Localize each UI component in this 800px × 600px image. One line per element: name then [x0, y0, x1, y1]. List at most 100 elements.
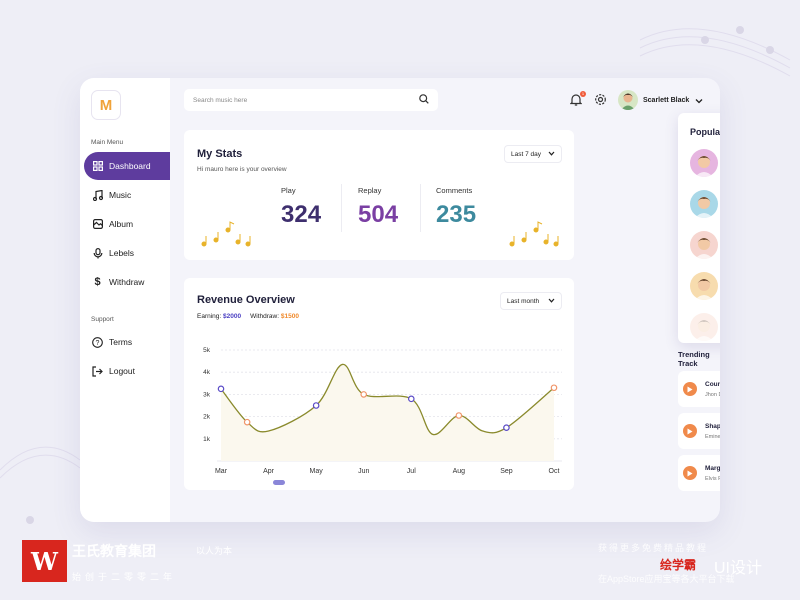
watermark-big: UI设计 — [714, 560, 763, 577]
play-icon[interactable] — [683, 466, 697, 480]
withdraw-value: $1500 — [280, 313, 299, 320]
notification-bell-icon[interactable]: 1 — [569, 91, 586, 107]
x-tick-label: Apr — [263, 468, 275, 475]
artist-item[interactable]: Ronald CooperRock — [690, 187, 720, 221]
data-point — [550, 384, 558, 392]
track-artist: Jhon Denver — [705, 391, 720, 398]
search-input[interactable]: Search music here — [193, 96, 248, 104]
user-avatar[interactable] — [618, 90, 638, 110]
chevron-down-icon — [548, 151, 555, 158]
sidebar-item-lebels[interactable]: Lebels — [84, 239, 170, 267]
microphone-icon — [92, 247, 103, 259]
revenue-line-chart: 1k 2k 3k 4k 5k Mar Apr May Jun Jul Aug Sep Oct — [203, 347, 562, 475]
revenue-overview-card: Revenue Overview Earning: $2000 Withdraw… — [184, 278, 574, 490]
track-name: Margarita — [705, 464, 720, 472]
search-bar[interactable]: Search music here — [184, 89, 438, 111]
artist-item[interactable]: Bessie RussellPop — [690, 269, 720, 303]
logout-icon — [92, 365, 103, 377]
data-point — [360, 391, 368, 398]
gear-icon[interactable] — [594, 93, 608, 107]
track-name: Shape of You — [705, 422, 720, 430]
earning-value: $2000 — [223, 313, 242, 320]
artist-avatar — [690, 190, 718, 218]
revenue-range-dropdown[interactable]: Last month — [500, 292, 562, 310]
earning-label: Earning: — [197, 313, 222, 320]
sidebar: M Main Menu Dashboard Music Album Lebels — [80, 78, 170, 522]
user-name[interactable]: Scarlett Black — [643, 96, 690, 104]
topbar-actions: 1 Scarlett Black — [569, 89, 703, 111]
artist-item[interactable]: Calvin AlexanderFolk — [690, 146, 720, 180]
track-item[interactable]: Country RoadJhon Denver03.23 — [678, 371, 720, 407]
chart-scroll-indicator[interactable] — [273, 480, 285, 485]
stat-value: 235 — [436, 201, 477, 228]
brand-name: 王氏教育集团 — [72, 543, 156, 559]
track-item[interactable]: MargaritaElvis Priesly04.23 — [678, 455, 720, 491]
app-logo[interactable]: M — [91, 90, 121, 120]
sidebar-item-terms[interactable]: ? Terms — [84, 328, 170, 356]
watermark-red: 绘学霸 — [660, 558, 697, 572]
series-area — [221, 364, 554, 461]
stat-value: 504 — [358, 201, 399, 228]
stats-title: My Stats — [197, 148, 243, 160]
watermark-line: 获得更多免费精品教程 — [598, 543, 709, 553]
play-icon[interactable] — [683, 382, 697, 396]
data-point — [312, 402, 320, 409]
stat-divider — [341, 184, 342, 232]
chevron-down-icon[interactable] — [695, 91, 703, 109]
y-tick-label: 2k — [203, 414, 211, 421]
sidebar-item-album[interactable]: Album — [84, 210, 170, 238]
sidebar-item-label: Music — [109, 190, 132, 200]
sidebar-item-music[interactable]: Music — [84, 181, 170, 209]
revenue-title: Revenue Overview — [197, 294, 295, 306]
data-point — [455, 412, 463, 419]
data-point — [407, 395, 415, 403]
sidebar-item-label: Withdraw — [109, 277, 145, 287]
revenue-summary: Earning: $2000 Withdraw: $1500 — [197, 313, 299, 320]
dropdown-label: Last 7 day — [511, 150, 541, 158]
artist-avatar — [690, 272, 718, 300]
stat-value: 324 — [281, 201, 322, 228]
sidebar-item-withdraw[interactable]: $ Withdraw — [84, 268, 170, 296]
x-tick-label: Sep — [500, 468, 513, 475]
popular-title: Popular Artist — [690, 127, 720, 137]
x-tick-label: Mar — [215, 468, 228, 475]
stat-label: Comments — [436, 186, 473, 195]
my-stats-card: My Stats Hi mauro here is your overview … — [184, 130, 574, 260]
track-item[interactable]: Shape of YouEminem02.45 — [678, 413, 720, 449]
stats-range-dropdown[interactable]: Last 7 day — [504, 145, 562, 163]
y-tick-label: 5k — [203, 347, 211, 354]
help-circle-icon: ? — [92, 336, 103, 348]
stat-divider — [420, 184, 421, 232]
x-tick-label: May — [310, 468, 324, 475]
artist-avatar — [690, 313, 718, 341]
play-icon[interactable] — [683, 424, 697, 438]
trending-title: Trending Track — [678, 350, 710, 368]
y-tick-label: 3k — [203, 391, 211, 398]
sidebar-item-dashboard[interactable]: Dashboard — [84, 152, 170, 180]
sidebar-item-label: Logout — [109, 366, 135, 376]
main-menu-caption: Main Menu — [91, 139, 124, 146]
sidebar-item-label: Terms — [109, 337, 133, 347]
track-artist: Eminem — [705, 433, 720, 440]
artist-item[interactable]: Savannah FisherPop — [690, 310, 720, 344]
artist-item[interactable]: Jerome MurphyJazz — [690, 228, 720, 262]
music-notes-decoration-left — [201, 221, 251, 247]
track-name: Country Road — [705, 380, 720, 388]
search-icon[interactable] — [419, 91, 429, 109]
music-notes-decoration-right — [509, 221, 559, 247]
y-tick-label: 1k — [203, 436, 211, 443]
series-line — [220, 363, 555, 436]
y-tick-label: 4k — [203, 369, 211, 376]
sidebar-item-label: Dashboard — [109, 161, 151, 171]
album-icon — [92, 219, 103, 230]
artist-avatar — [690, 231, 718, 259]
main-area: Search music here 1 Scarlett Black My — [170, 78, 720, 522]
sidebar-item-logout[interactable]: Logout — [84, 357, 170, 385]
x-tick-label: Aug — [453, 468, 466, 475]
track-artist: Elvis Priesly — [705, 475, 720, 482]
withdraw-label: Withdraw: — [250, 313, 280, 320]
brand-logo: W — [22, 540, 67, 582]
app-window: M Main Menu Dashboard Music Album Lebels — [80, 78, 720, 522]
notification-badge: 1 — [580, 91, 586, 97]
chevron-down-icon — [548, 298, 555, 305]
